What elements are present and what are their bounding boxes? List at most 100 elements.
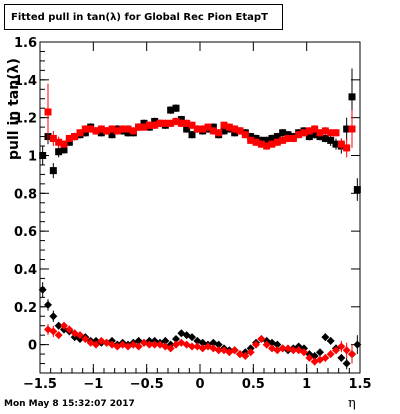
data-point <box>289 134 297 142</box>
data-point <box>81 125 89 133</box>
data-point <box>129 127 137 135</box>
data-point <box>273 133 281 141</box>
data-point <box>193 125 201 133</box>
data-point <box>263 142 271 150</box>
data-point <box>65 325 74 334</box>
data-point <box>326 336 335 345</box>
data-point <box>273 340 282 349</box>
data-point <box>103 127 111 135</box>
data-point <box>343 125 351 133</box>
data-point <box>108 131 116 139</box>
data-point <box>49 327 58 336</box>
data-point <box>76 129 84 137</box>
data-point <box>199 125 207 133</box>
data-point <box>263 136 271 144</box>
data-point <box>172 334 180 343</box>
data-point <box>135 123 143 131</box>
data-point <box>44 108 52 116</box>
x-tick-label: 0 <box>195 377 204 392</box>
data-point <box>60 140 68 148</box>
data-marks <box>38 68 362 370</box>
data-point <box>230 346 239 355</box>
data-point <box>177 119 185 127</box>
y-tick-label: 0 <box>28 339 37 354</box>
data-point <box>225 123 233 131</box>
data-point <box>124 125 132 133</box>
timestamp-footer: Mon May 8 15:32:07 2017 <box>4 399 135 409</box>
data-point <box>172 117 180 125</box>
data-point <box>348 350 356 359</box>
data-point <box>305 127 313 135</box>
data-point <box>268 140 276 148</box>
x-tick-label: −0.5 <box>130 377 164 392</box>
data-point <box>247 136 255 144</box>
y-tick-label: 1 <box>28 149 37 164</box>
data-point <box>55 138 63 146</box>
data-point <box>214 340 223 349</box>
data-point <box>76 331 84 340</box>
y-tick-label: 0.2 <box>14 301 37 316</box>
data-point <box>167 106 175 114</box>
data-point <box>49 167 57 175</box>
data-point <box>188 131 196 139</box>
data-point <box>284 134 292 142</box>
data-point <box>161 119 169 127</box>
data-point <box>209 127 217 135</box>
data-point <box>262 340 271 349</box>
data-point <box>279 129 287 137</box>
data-point <box>156 119 164 127</box>
data-point <box>134 342 143 351</box>
data-point <box>241 351 250 360</box>
data-point <box>321 333 330 342</box>
data-point <box>188 333 196 342</box>
data-point <box>342 359 351 368</box>
data-point <box>38 285 47 294</box>
y-tick-label: 0.6 <box>14 225 37 240</box>
data-point <box>60 321 68 330</box>
data-point <box>353 340 362 349</box>
data-point <box>337 140 345 148</box>
data-point <box>342 346 351 355</box>
y-axis-label: pull in tan(λ) <box>6 58 22 160</box>
x-axis-label: η <box>348 396 356 411</box>
data-point <box>337 342 346 351</box>
data-point <box>166 344 175 353</box>
y-tick-label: 1.2 <box>14 112 37 127</box>
data-point <box>337 353 346 362</box>
data-point <box>39 151 47 159</box>
data-point <box>311 131 319 139</box>
data-point <box>220 121 228 129</box>
data-point <box>316 129 324 137</box>
data-point <box>231 125 239 133</box>
series-1 <box>44 83 356 158</box>
chart-title: Fitted pull in tan(λ) for Global Rec Pio… <box>4 4 283 30</box>
data-point <box>327 136 335 144</box>
data-point <box>81 334 90 343</box>
data-point <box>55 148 63 156</box>
data-point <box>252 340 260 349</box>
data-point <box>246 348 255 357</box>
x-tick-label: 1.5 <box>348 377 371 392</box>
data-point <box>161 336 170 345</box>
series-2 <box>38 282 362 370</box>
data-point <box>204 123 212 131</box>
data-point <box>183 119 191 127</box>
data-point <box>332 140 340 148</box>
data-point <box>65 134 73 142</box>
data-point <box>257 140 265 148</box>
data-point <box>327 129 335 137</box>
data-point <box>278 344 287 353</box>
data-point <box>54 321 63 330</box>
data-point <box>332 129 340 137</box>
data-point <box>289 346 298 355</box>
data-point <box>348 93 356 101</box>
y-tick-label: 1.4 <box>14 74 37 89</box>
data-point <box>220 127 228 135</box>
y-tick-label: 1.6 <box>14 36 37 51</box>
data-point <box>268 134 276 142</box>
y-tick-label: 0.4 <box>14 263 37 278</box>
y-tick-label: 0.8 <box>14 187 37 202</box>
data-point <box>241 131 249 139</box>
